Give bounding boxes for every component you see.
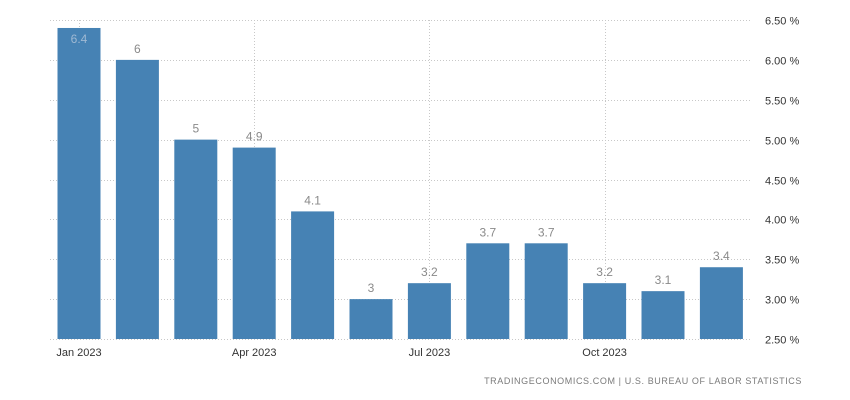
- bar: [407, 283, 451, 339]
- y-tick-label: 2.50 %: [765, 335, 799, 347]
- data-labels: 6.4 6 5 4.9 4.1 3 3.2 3.7 3.7 3.2 3.1 3.4: [71, 32, 730, 295]
- y-tick-label: 3.00 %: [765, 295, 799, 307]
- data-label: 3: [368, 281, 375, 295]
- data-label: 4.1: [304, 193, 321, 207]
- y-axis: 2.50 % 3.00 % 3.50 % 4.00 % 4.50 % 5.00 % 5.50…: [765, 16, 799, 347]
- bar: [349, 299, 393, 339]
- y-tick-label: 5.00 %: [765, 136, 799, 148]
- data-label: 3.1: [655, 273, 672, 287]
- y-tick-label: 4.50 %: [765, 176, 799, 188]
- bar: [115, 59, 159, 339]
- data-label: 4.9: [246, 130, 263, 144]
- data-label: 3.2: [596, 265, 613, 279]
- data-label: 3.7: [538, 225, 555, 239]
- bar: [291, 211, 335, 339]
- data-label: 3.2: [421, 265, 438, 279]
- y-tick-label: 6.00 %: [765, 56, 799, 68]
- y-tick-label: 4.00 %: [765, 215, 799, 227]
- bar: [699, 267, 743, 339]
- data-label: 3.7: [479, 225, 496, 239]
- data-label: 5: [192, 122, 199, 136]
- bar: [232, 147, 276, 339]
- bar: [174, 139, 218, 339]
- y-tick-label: 6.50 %: [765, 16, 799, 28]
- data-label: 6.4: [71, 32, 88, 46]
- source-attribution: TRADINGECONOMICS.COM | U.S. BUREAU OF LA…: [484, 376, 802, 386]
- data-label: 3.4: [713, 249, 730, 263]
- y-tick-label: 3.50 %: [765, 255, 799, 267]
- bar: [466, 243, 510, 339]
- y-tick-label: 5.50 %: [765, 96, 799, 108]
- bar: [57, 27, 101, 339]
- bar: [641, 291, 685, 339]
- x-tick-label: Jul 2023: [409, 347, 451, 359]
- bar: [583, 283, 627, 339]
- data-label: 6: [134, 42, 141, 56]
- x-tick-label: Jan 2023: [56, 347, 101, 359]
- x-axis: Jan 2023 Apr 2023 Jul 2023 Oct 2023: [56, 347, 627, 359]
- bar: [524, 243, 568, 339]
- bars: [57, 27, 743, 339]
- x-tick-label: Apr 2023: [232, 347, 277, 359]
- x-tick-label: Oct 2023: [582, 347, 627, 359]
